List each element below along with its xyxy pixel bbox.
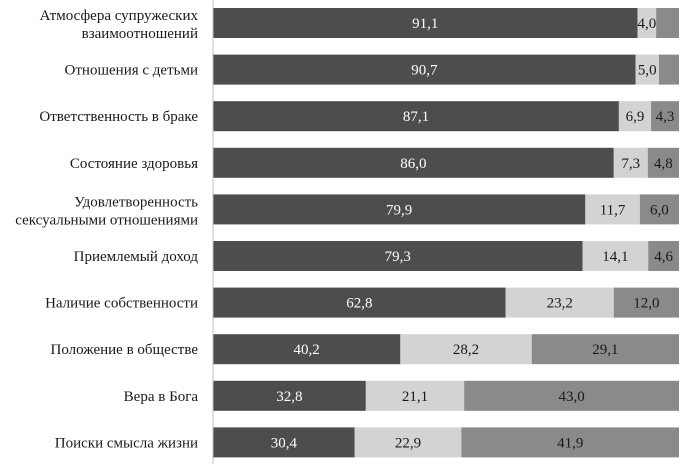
bar-segment <box>531 334 679 365</box>
data-label: 11,7 <box>600 202 626 218</box>
bar-segment <box>613 287 679 318</box>
data-label: 4,3 <box>656 109 675 125</box>
data-label: 43,0 <box>558 389 584 405</box>
bar-segment <box>213 427 355 458</box>
data-label: 41,9 <box>557 435 583 451</box>
data-label: 29,1 <box>592 342 618 358</box>
bar-segment <box>213 54 636 85</box>
bar-segment <box>365 380 465 411</box>
category-label-line: Приемлемый доход <box>74 249 199 265</box>
data-label: 40,2 <box>294 342 320 358</box>
category-label-line: Вера в Бога <box>124 389 199 405</box>
bars-layer: 91,1 4,0 90,7 5,0 87,1 6,9 4,3 86,0 7,3 4,8 79,9 11… <box>213 8 679 458</box>
category-label: Ответственность в браке <box>39 109 198 125</box>
bar-segment <box>213 241 583 271</box>
category-label: Атмосфера супружеских взаимоотношений <box>40 8 199 42</box>
bar-segment <box>400 334 532 365</box>
bar-segment <box>651 101 679 132</box>
category-label: Отношения с детьми <box>65 63 198 79</box>
bar-segment <box>461 427 679 458</box>
category-label-line: Отношения с детьми <box>65 63 198 79</box>
bar-segment <box>213 147 614 178</box>
bar-segment <box>213 194 586 225</box>
category-label-line: сексуальными отношениями <box>15 212 198 228</box>
bar-segment <box>656 8 679 38</box>
bar-segment <box>613 147 648 178</box>
data-label: 6,9 <box>626 109 645 125</box>
data-label: 86,0 <box>400 156 426 172</box>
data-label: 90,7 <box>411 63 438 79</box>
data-label: 91,1 <box>412 16 438 32</box>
category-label: Состояние здоровья <box>70 156 198 172</box>
category-label: Поиски смысла жизни <box>55 435 198 451</box>
bar-segment <box>639 194 679 225</box>
data-label: 14,1 <box>602 249 628 265</box>
category-label-line: Положение в обществе <box>51 342 199 358</box>
bar-segment <box>354 427 462 458</box>
bar-segment <box>213 287 506 318</box>
category-label-line: Поиски смысла жизни <box>55 435 198 451</box>
bar-segment <box>647 147 679 178</box>
data-label: 32,8 <box>276 389 302 405</box>
data-label: 30,4 <box>271 435 298 451</box>
data-label: 28,2 <box>453 342 479 358</box>
bar-segment <box>618 101 652 132</box>
data-label: 79,3 <box>385 249 411 265</box>
bar-segment <box>585 194 640 225</box>
data-label: 87,1 <box>403 109 429 125</box>
bar-segment <box>213 334 401 365</box>
data-label: 21,1 <box>402 389 428 405</box>
bar-segment <box>637 8 657 38</box>
data-label: 22,9 <box>395 435 421 451</box>
data-label: 7,3 <box>621 156 640 172</box>
category-label-line: Атмосфера супружеских <box>40 8 199 24</box>
category-label-line: взаимоотношений <box>82 26 198 42</box>
category-label: Вера в Бога <box>124 389 199 405</box>
bar-segment <box>213 380 366 411</box>
category-label: Удовлетворенность сексуальными отношениям… <box>15 194 198 228</box>
data-label: 6,0 <box>650 202 669 218</box>
bar-segment <box>505 287 614 318</box>
category-labels-layer: Атмосфера супружеских взаимоотношений Отно… <box>15 8 198 451</box>
bar-segment <box>464 380 679 411</box>
data-label: 5,0 <box>638 63 657 79</box>
category-label-line: Состояние здоровья <box>70 156 198 172</box>
category-label-line: Наличие собственности <box>45 296 198 312</box>
data-label: 4,0 <box>637 16 656 32</box>
bar-segment <box>648 241 679 271</box>
bar-segment <box>213 8 638 38</box>
data-label: 4,8 <box>654 156 673 172</box>
data-label: 4,6 <box>654 249 673 265</box>
bar-segment <box>582 241 649 271</box>
bar-segment <box>658 54 679 85</box>
category-label-line: Удовлетворенность <box>74 194 198 210</box>
category-label: Положение в обществе <box>51 342 199 358</box>
data-label: 79,9 <box>386 202 412 218</box>
data-label: 12,0 <box>633 296 659 312</box>
data-label: 23,2 <box>547 296 573 312</box>
bar-segment <box>213 101 619 132</box>
category-label-line: Ответственность в браке <box>39 109 198 125</box>
category-label: Наличие собственности <box>45 296 198 312</box>
category-label: Приемлемый доход <box>74 249 199 265</box>
bar-segment <box>635 54 659 85</box>
data-label: 62,8 <box>346 296 372 312</box>
